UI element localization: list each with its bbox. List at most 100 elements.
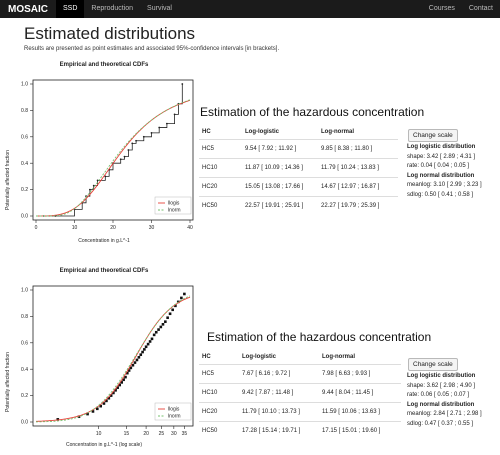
lognormal-meanlog: meanlog: 2.84 [ 2.71 ; 2.98 ]: [407, 411, 482, 417]
x-tick-label: 20: [110, 225, 116, 231]
tab-ssd[interactable]: SSD: [56, 0, 85, 18]
loglogistic-shape: shape: 3.42 [ 2.89 ; 4.31 ]: [407, 153, 476, 160]
table-row: HC10 9.42 [ 7.87 ; 11.48 ] 9.44 [ 8.04 ;…: [199, 382, 401, 402]
empirical-point: [141, 350, 144, 354]
lognormal-sdlog: sdlog: 0.50 [ 0.41 ; 0.58 ]: [407, 191, 474, 198]
empirical-point: [102, 402, 106, 405]
page-title: Estimated distributions: [24, 24, 196, 43]
table-row: HC10 11.87 [ 10.09 ; 14.36 ] 11.79 [ 10.…: [199, 157, 398, 177]
lognormal-heading: Log normal distribution: [407, 172, 475, 179]
table-cell: HC50: [199, 420, 239, 440]
table-cell: 9.44 [ 8.04 ; 11.45 ]: [319, 382, 401, 402]
empirical-point: [174, 304, 177, 308]
tab-reproduction[interactable]: Reproduction: [91, 5, 134, 12]
empirical-point: [122, 378, 125, 382]
plot-frame: [32, 285, 194, 427]
tab-survival[interactable]: Survival: [147, 5, 172, 12]
legend-label: llogis: [168, 407, 180, 413]
loglogistic-rate: rate: 0.04 [ 0.04 ; 0.05 ]: [407, 163, 470, 169]
x-tick-label: 15: [124, 431, 130, 437]
empirical-point: [150, 131, 153, 134]
empirical-cdf-step: [43, 84, 183, 217]
top-navbar: MOSAIC SSD Reproduction Survival Courses…: [0, 0, 500, 18]
lognormal-heading: Log normal distribution: [407, 401, 475, 408]
table-cell: 7.67 [ 6.16 ; 9.72 ]: [239, 363, 319, 383]
column-header: HC: [199, 350, 239, 365]
x-axis-label: Concentration in g.L^-1 (log scale): [66, 442, 142, 448]
hazardous-concentration-heading: Estimation of the hazardous concentratio…: [200, 105, 425, 119]
y-tick-label: 1.0: [21, 82, 28, 88]
y-tick-label: 0.4: [21, 161, 28, 167]
empirical-point: [166, 316, 169, 320]
table-cell: 9.54 [ 7.92 ; 11.92 ]: [242, 138, 318, 158]
empirical-point: [135, 139, 137, 142]
empirical-point: [120, 381, 123, 384]
nav-link-contact[interactable]: Contact: [468, 5, 493, 12]
empirical-point: [118, 383, 122, 387]
empirical-point: [166, 122, 168, 125]
empirical-point: [144, 345, 148, 349]
empirical-point: [123, 155, 126, 158]
legend-label: llogis: [168, 201, 180, 207]
legend-label: lnorm: [168, 208, 181, 214]
empirical-point: [96, 179, 99, 182]
empirical-point: [135, 358, 139, 362]
brand-logo[interactable]: MOSAIC: [8, 3, 48, 15]
empirical-point: [168, 312, 172, 316]
theoretical-cdf-lnorm: [36, 99, 191, 217]
column-header: Log-logistic: [239, 350, 319, 365]
table-row: HC5 9.54 [ 7.92 ; 11.92 ] 9.85 [ 8.38 ; …: [199, 138, 398, 158]
x-tick-label: 40: [187, 225, 193, 231]
x-tick-label: 20: [143, 431, 149, 437]
table-row: HC20 11.79 [ 10.10 ; 13.73 ] 11.59 [ 10.…: [199, 401, 401, 421]
x-tick-label: 35: [182, 431, 188, 437]
empirical-point: [139, 353, 143, 356]
table-cell: 11.79 [ 10.10 ; 13.73 ]: [239, 401, 319, 421]
y-tick-label: 0.6: [21, 134, 28, 140]
change-scale-button[interactable]: Change scale: [408, 358, 458, 371]
table-cell: HC10: [199, 157, 242, 177]
empirical-point: [104, 175, 107, 178]
empirical-point: [173, 113, 176, 116]
table-cell: HC5: [199, 363, 239, 383]
empirical-point: [180, 296, 183, 300]
y-tick-label: 0.8: [21, 314, 28, 320]
nav-link-courses[interactable]: Courses: [428, 5, 455, 12]
table-cell: HC10: [199, 382, 239, 402]
y-tick-label: 0.4: [21, 367, 28, 373]
x-tick-label: 30: [171, 431, 177, 437]
column-header: Log-normal: [318, 125, 398, 140]
legend-box: [154, 402, 192, 421]
empirical-point: [148, 340, 152, 343]
empirical-point: [164, 320, 167, 323]
table-row: HC20 15.05 [ 13.08 ; 17.66 ] 14.67 [ 12.…: [199, 176, 398, 196]
empirical-point: [142, 135, 145, 138]
empirical-point: [56, 418, 60, 421]
empirical-point: [89, 188, 91, 191]
empirical-point: [133, 361, 137, 364]
table-cell: 22.57 [ 19.91 ; 25.91 ]: [242, 195, 318, 215]
table-cell: HC5: [199, 138, 242, 158]
x-tick-label: 0: [35, 225, 38, 231]
y-tick-label: 0.8: [21, 108, 28, 114]
table-cell: 14.67 [ 12.97 ; 16.87 ]: [318, 176, 398, 196]
lognormal-sdlog: sdlog: 0.47 [ 0.37 ; 0.55 ]: [407, 420, 474, 427]
distribution-parameters: Log logistic distribution shape: 3.42 [ …: [407, 143, 482, 200]
table-cell: 7.98 [ 6.63 ; 9.93 ]: [319, 363, 401, 383]
empirical-point: [99, 404, 103, 408]
column-header: Log-normal: [319, 350, 401, 365]
empirical-point: [158, 126, 161, 129]
empirical-point: [137, 356, 141, 359]
change-scale-button[interactable]: Change scale: [408, 129, 458, 142]
table-cell: HC50: [199, 195, 242, 215]
empirical-point: [152, 333, 156, 337]
theoretical-cdf-llogis: [35, 296, 191, 422]
table-cell: 11.87 [ 10.09 ; 14.36 ]: [242, 157, 318, 177]
table-header-row: HC Log-logistic Log-normal: [199, 125, 398, 140]
cdf-plot-log: 0.0 0.2 0.4 0.6 0.8 1.0 10 15 20 25 30 35 llogislnor…: [21, 285, 194, 437]
empirical-point: [171, 308, 174, 312]
empirical-point: [129, 366, 133, 370]
y-tick-label: 0.2: [21, 393, 28, 399]
y-tick-label: 0.0: [21, 420, 28, 426]
